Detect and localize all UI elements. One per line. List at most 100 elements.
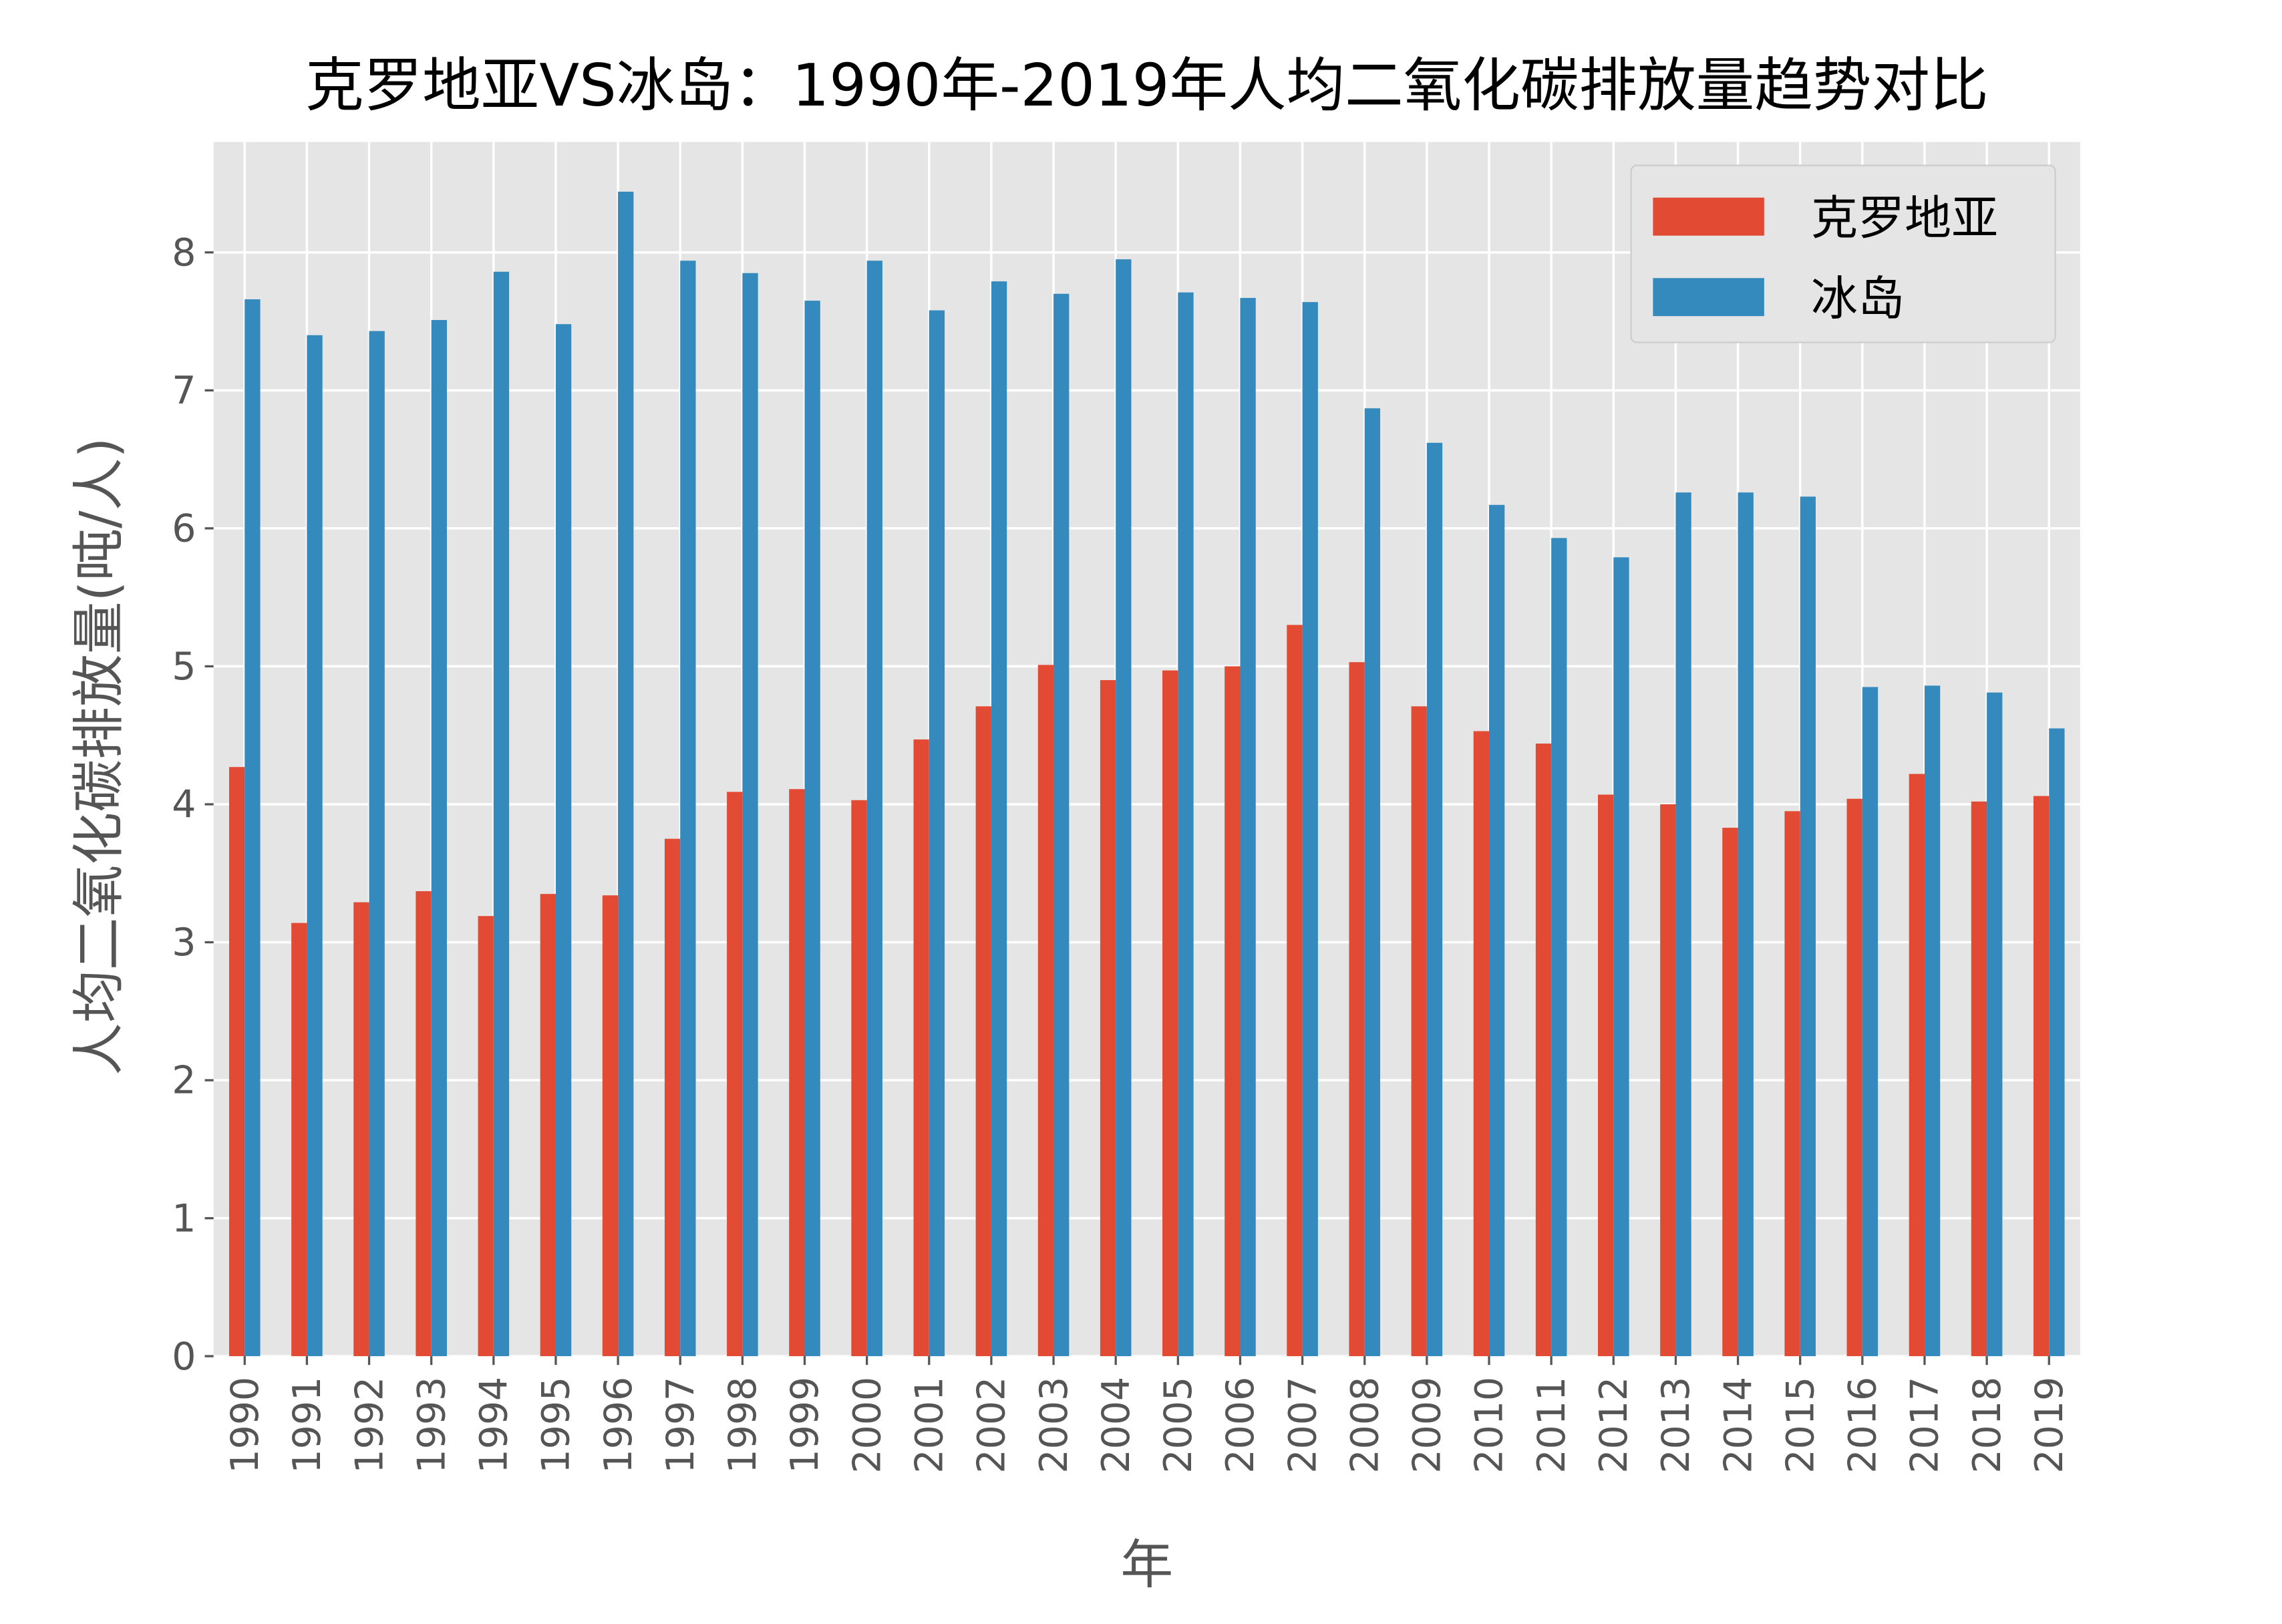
bar-iceland-1997 <box>680 261 696 1357</box>
x-tick-label: 2009 <box>1406 1377 1450 1474</box>
bar-iceland-1992 <box>369 331 385 1357</box>
x-tick-label: 2004 <box>1094 1377 1138 1474</box>
legend: 克罗地亚 冰岛 <box>1630 164 2056 343</box>
y-tick-label: 8 <box>172 231 196 275</box>
bar-croatia-1993 <box>416 891 432 1357</box>
bar-iceland-1993 <box>431 320 447 1357</box>
bar-iceland-1994 <box>493 271 510 1357</box>
x-tick-label: 2011 <box>1530 1377 1574 1474</box>
bar-croatia-1992 <box>353 902 369 1357</box>
bar-iceland-2018 <box>1987 692 2003 1357</box>
bar-croatia-2019 <box>2033 796 2050 1357</box>
x-axis-ticks: 1990 1991 1992 1993 1994 1995 1996 1997 1998 1999… <box>223 1356 2072 1474</box>
bar-iceland-2003 <box>1053 293 1070 1357</box>
bar-iceland-2008 <box>1364 408 1381 1357</box>
bar-iceland-1995 <box>555 324 572 1357</box>
x-tick-label: 1991 <box>285 1377 329 1474</box>
x-tick-label: 1998 <box>721 1377 765 1474</box>
bar-croatia-2008 <box>1349 662 1365 1357</box>
x-tick-label: 1997 <box>659 1377 703 1474</box>
y-tick-label: 7 <box>172 369 196 413</box>
bar-croatia-2012 <box>1598 794 1614 1357</box>
bar-croatia-2007 <box>1287 625 1303 1357</box>
bar-iceland-2012 <box>1613 557 1629 1357</box>
x-tick-label: 2010 <box>1468 1377 1512 1474</box>
bar-croatia-1998 <box>727 792 743 1357</box>
bar-croatia-2013 <box>1660 804 1676 1357</box>
x-tick-label: 2003 <box>1032 1377 1076 1474</box>
bar-iceland-2007 <box>1302 302 1318 1357</box>
bar-croatia-2003 <box>1037 665 1054 1357</box>
x-tick-label: 2012 <box>1592 1377 1636 1474</box>
bar-iceland-2005 <box>1178 292 1194 1357</box>
bar-iceland-2011 <box>1551 538 1567 1357</box>
x-tick-label: 2001 <box>907 1377 951 1474</box>
x-tick-label: 2000 <box>845 1377 889 1474</box>
x-tick-label: 2014 <box>1716 1377 1760 1474</box>
y-tick-label: 3 <box>172 921 196 965</box>
bar-croatia-1996 <box>602 895 619 1357</box>
bar-iceland-2002 <box>991 281 1007 1357</box>
bar-croatia-2004 <box>1100 680 1116 1357</box>
bar-iceland-2017 <box>1924 685 1941 1357</box>
x-tick-label: 1992 <box>347 1377 391 1474</box>
bar-iceland-2000 <box>866 261 882 1357</box>
bar-iceland-1991 <box>307 335 323 1357</box>
bar-croatia-2006 <box>1225 666 1241 1357</box>
bar-croatia-2002 <box>975 706 991 1357</box>
bar-croatia-2014 <box>1722 828 1738 1357</box>
y-axis-label: 人均二氧化碳排放量(吨/人) <box>68 438 130 1076</box>
bar-croatia-1995 <box>540 894 556 1357</box>
bar-croatia-2016 <box>1846 798 1862 1357</box>
x-tick-label: 1995 <box>534 1377 579 1474</box>
x-tick-label: 2015 <box>1778 1377 1822 1474</box>
bar-croatia-2018 <box>1971 801 1987 1357</box>
bar-croatia-2005 <box>1162 670 1178 1357</box>
bar-croatia-2000 <box>851 800 867 1357</box>
x-tick-label: 2007 <box>1281 1377 1325 1474</box>
bar-croatia-1997 <box>664 838 681 1357</box>
y-tick-label: 1 <box>172 1196 196 1241</box>
bar-iceland-1996 <box>618 191 634 1357</box>
x-tick-label: 2002 <box>970 1377 1014 1474</box>
y-axis-ticks: 0 1 2 3 4 5 6 7 8 <box>172 231 214 1379</box>
bar-croatia-2017 <box>1909 774 1925 1357</box>
bar-croatia-2010 <box>1473 731 1490 1357</box>
bar-iceland-2019 <box>2049 728 2065 1357</box>
x-tick-label: 2016 <box>1841 1377 1885 1474</box>
bar-iceland-2014 <box>1738 492 1754 1357</box>
bar-iceland-2013 <box>1675 492 1691 1357</box>
x-tick-label: 1990 <box>223 1377 267 1474</box>
y-tick-label: 4 <box>172 783 196 827</box>
x-tick-label: 2006 <box>1218 1377 1263 1474</box>
bar-iceland-1990 <box>244 299 261 1357</box>
bar-iceland-2004 <box>1116 259 1132 1357</box>
x-tick-label: 2013 <box>1654 1377 1698 1474</box>
bar-iceland-2001 <box>929 310 945 1357</box>
bar-croatia-2001 <box>913 739 929 1357</box>
legend-swatch-croatia <box>1653 197 1764 236</box>
bar-croatia-1999 <box>789 789 805 1357</box>
x-tick-label: 1996 <box>597 1377 641 1474</box>
legend-label-croatia: 克罗地亚 <box>1811 191 1998 246</box>
bar-croatia-2009 <box>1411 706 1427 1357</box>
bar-croatia-1994 <box>478 916 494 1357</box>
x-tick-label: 1993 <box>410 1377 454 1474</box>
bar-croatia-1990 <box>228 767 245 1357</box>
bar-iceland-2006 <box>1240 297 1256 1357</box>
bars <box>228 191 2065 1357</box>
x-tick-label: 2019 <box>2027 1377 2072 1474</box>
bar-croatia-2011 <box>1535 744 1552 1357</box>
bar-iceland-1999 <box>804 301 820 1357</box>
plot-background <box>213 142 2080 1357</box>
x-tick-label: 2005 <box>1156 1377 1200 1474</box>
bar-iceland-2009 <box>1426 442 1443 1357</box>
legend-swatch-iceland <box>1653 278 1764 317</box>
bar-croatia-1991 <box>291 923 307 1357</box>
x-tick-label: 1999 <box>783 1377 827 1474</box>
y-tick-label: 0 <box>172 1335 196 1379</box>
x-tick-label: 2017 <box>1903 1377 1947 1474</box>
bar-iceland-2016 <box>1862 687 1879 1357</box>
bar-croatia-2015 <box>1784 811 1800 1357</box>
